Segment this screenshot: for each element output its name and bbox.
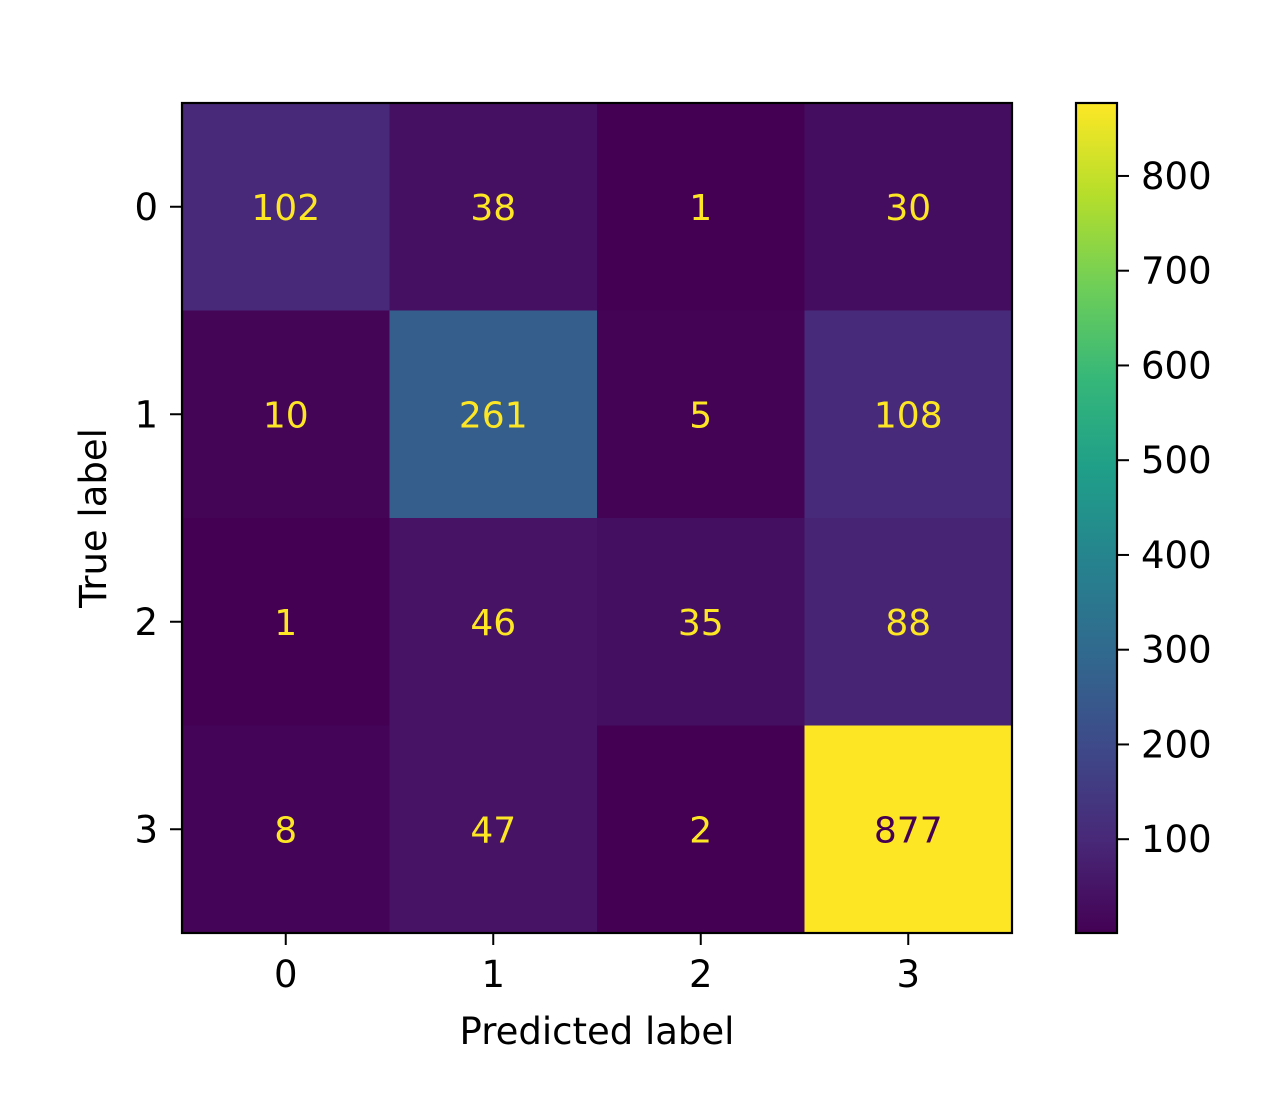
heatmap-cell [182,518,390,726]
y-axis-label: True label [72,428,115,609]
heatmap-cell [389,725,598,934]
cell-value-label: 2 [689,810,712,851]
cell-value-label: 261 [459,395,528,436]
cell-value-label: 1 [689,188,712,229]
x-tick-label: 3 [896,953,920,996]
heatmap-cell [597,310,805,519]
heatmap-cell [804,725,1013,934]
colorbar-tick-label: 700 [1141,250,1212,293]
heatmap-cell [804,518,1013,726]
heatmap-cell [389,518,598,726]
colorbar-tick-label: 800 [1141,155,1212,198]
cell-value-label: 108 [874,395,943,436]
y-tick-label: 1 [134,393,158,436]
cell-value-label: 47 [470,810,516,851]
cell-value-label: 46 [470,603,516,644]
cell-value-label: 877 [874,810,943,851]
colorbar-tick-label: 500 [1141,439,1212,482]
heatmap-cells [182,103,1013,934]
y-tick-label: 3 [134,808,158,851]
x-axis: 0 1 2 3 [274,933,920,996]
colorbar-tick-label: 600 [1141,344,1212,387]
y-tick-label: 2 [134,601,158,644]
y-tick-label: 0 [134,186,158,229]
heatmap-cell [182,103,390,311]
cell-value-label: 30 [885,188,931,229]
x-tick-label: 2 [689,953,713,996]
heatmap-cell [182,725,390,934]
x-axis-label: Predicted label [460,1010,735,1053]
heatmap-cell [597,518,805,726]
colorbar [1074,101,1119,935]
heatmap-cell [804,310,1013,519]
x-tick-label: 0 [274,953,298,996]
plot-frame [180,101,1014,935]
heatmap-cell [804,103,1013,311]
heatmap-cell [597,725,805,934]
cell-value-label: 38 [470,188,516,229]
cell-value-label: 5 [689,395,712,436]
cell-value-label: 10 [263,395,309,436]
colorbar-tick-label: 400 [1141,534,1212,577]
colorbar-tick-label: 300 [1141,629,1212,672]
cell-value-label: 102 [251,188,320,229]
heatmap-cell [597,103,805,311]
heatmap-cell [389,103,598,311]
colorbar-tick-label: 200 [1141,723,1212,766]
cell-value-label: 88 [885,603,931,644]
colorbar-ticks: 100 200 300 400 500 600 700 800 [1117,155,1212,861]
heatmap-cell [389,310,598,519]
heatmap-cell [182,310,390,519]
colorbar-tick-label: 100 [1141,818,1212,861]
cell-value-label: 8 [274,810,297,851]
y-axis: 0 1 2 3 [134,186,182,851]
x-tick-label: 1 [481,953,505,996]
cell-value-label: 35 [678,603,724,644]
cell-value-label: 1 [274,603,297,644]
